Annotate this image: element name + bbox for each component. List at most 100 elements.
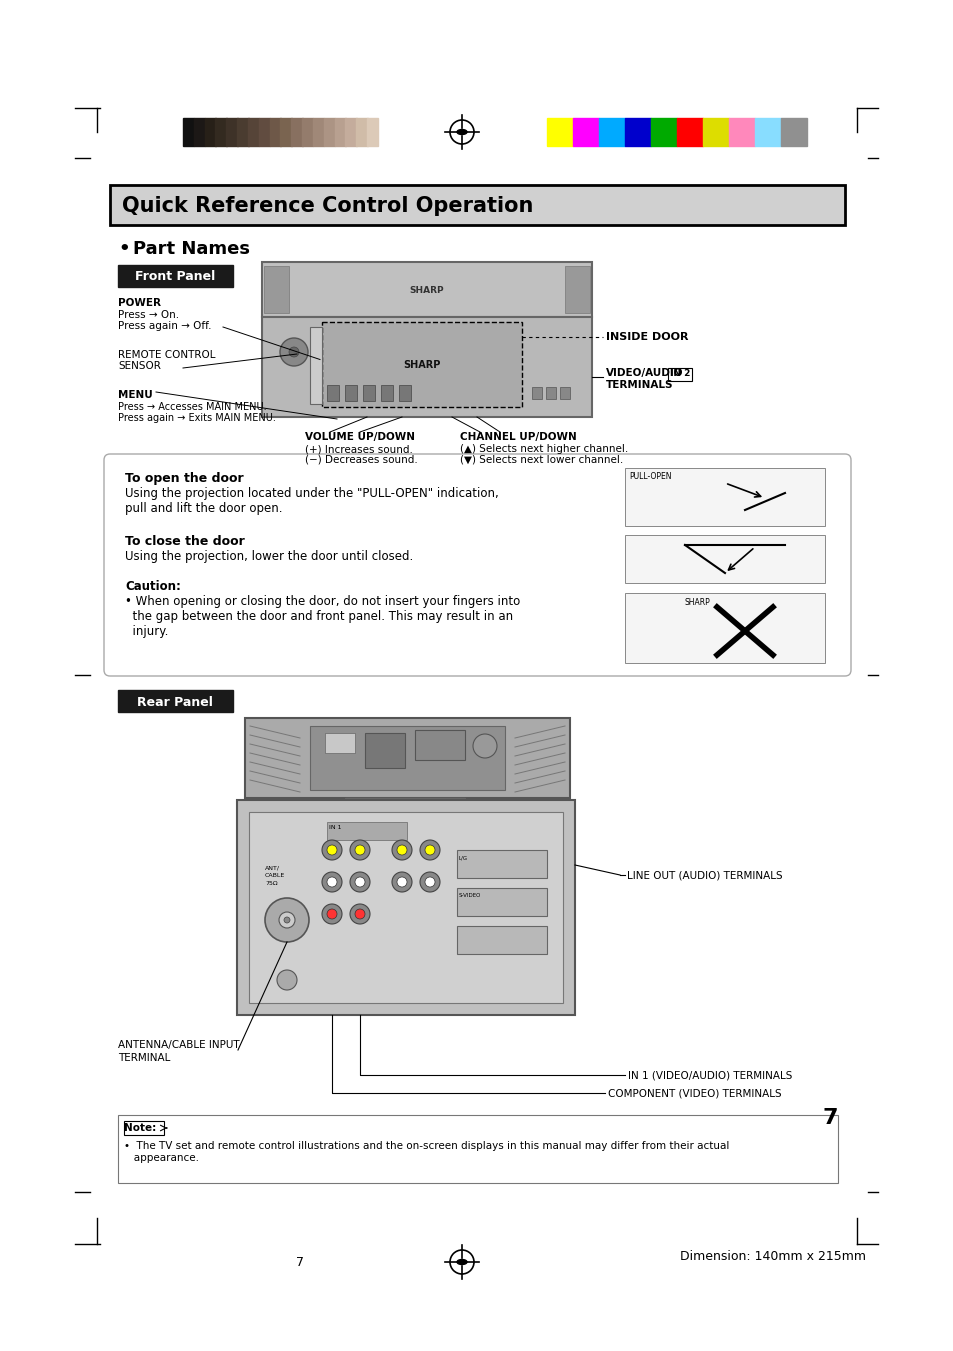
Text: TERMINALS: TERMINALS: [605, 380, 673, 390]
Bar: [702, 118, 729, 146]
Text: (−) Decreases sound.: (−) Decreases sound.: [305, 455, 417, 465]
Circle shape: [424, 844, 435, 855]
Circle shape: [396, 877, 407, 888]
Text: Press → Accesses MAIN MENU.: Press → Accesses MAIN MENU.: [118, 403, 266, 412]
Circle shape: [419, 840, 439, 861]
Bar: [249, 812, 562, 1002]
Bar: [118, 1115, 837, 1183]
Bar: [310, 725, 504, 790]
Bar: [781, 118, 806, 146]
Bar: [118, 690, 233, 712]
Circle shape: [327, 877, 336, 888]
Circle shape: [355, 877, 365, 888]
Bar: [367, 118, 378, 146]
Text: COMPONENT (VIDEO) TERMINALS: COMPONENT (VIDEO) TERMINALS: [607, 1088, 781, 1098]
Bar: [564, 266, 589, 313]
Bar: [624, 118, 651, 146]
FancyBboxPatch shape: [104, 454, 850, 676]
Bar: [322, 322, 521, 407]
Text: POWER: POWER: [118, 299, 161, 308]
Bar: [363, 385, 375, 401]
Text: Note:: Note:: [124, 1123, 156, 1133]
Circle shape: [276, 970, 296, 990]
Bar: [264, 266, 289, 313]
Bar: [532, 386, 541, 399]
Bar: [456, 850, 546, 878]
Circle shape: [396, 844, 407, 855]
Bar: [258, 118, 270, 146]
Text: Using the projection, lower the door until closed.: Using the projection, lower the door unt…: [125, 550, 413, 563]
Circle shape: [289, 347, 298, 357]
Text: LINE OUT (AUDIO) TERMINALS: LINE OUT (AUDIO) TERMINALS: [626, 870, 781, 880]
Text: Part Names: Part Names: [132, 240, 250, 258]
Text: • When opening or closing the door, do not insert your fingers into
  the gap be: • When opening or closing the door, do n…: [125, 594, 519, 638]
Text: S-VIDEO: S-VIDEO: [458, 893, 481, 898]
Circle shape: [280, 338, 308, 366]
Text: PULL-OPEN: PULL-OPEN: [628, 471, 671, 481]
Text: (+) Increases sound.: (+) Increases sound.: [305, 444, 413, 454]
Text: SENSOR: SENSOR: [118, 361, 161, 372]
Text: To close the door: To close the door: [125, 535, 245, 549]
Text: CHANNEL UP/DOWN: CHANNEL UP/DOWN: [459, 432, 577, 442]
Text: Using the projection located under the "PULL-OPEN" indication,
pull and lift the: Using the projection located under the "…: [125, 486, 498, 515]
Bar: [598, 118, 625, 146]
Bar: [335, 118, 346, 146]
Text: CABLE: CABLE: [265, 873, 285, 878]
Bar: [345, 798, 464, 813]
Bar: [262, 262, 592, 317]
Bar: [270, 118, 281, 146]
Bar: [365, 734, 405, 767]
Text: ANT/: ANT/: [265, 865, 280, 870]
Bar: [302, 118, 314, 146]
Ellipse shape: [456, 130, 467, 135]
Bar: [624, 467, 824, 526]
Text: MENU: MENU: [118, 390, 152, 400]
Text: Front Panel: Front Panel: [135, 270, 215, 284]
Bar: [456, 888, 546, 916]
Text: SHARP: SHARP: [409, 286, 444, 295]
Bar: [380, 385, 393, 401]
Bar: [398, 385, 411, 401]
Circle shape: [355, 844, 365, 855]
Circle shape: [322, 840, 341, 861]
Bar: [325, 734, 355, 753]
Circle shape: [350, 904, 370, 924]
Circle shape: [424, 877, 435, 888]
Text: TERMINAL: TERMINAL: [118, 1052, 171, 1063]
Bar: [118, 265, 233, 286]
Bar: [573, 118, 598, 146]
Circle shape: [392, 840, 412, 861]
Text: Caution:: Caution:: [125, 580, 181, 593]
Bar: [677, 118, 702, 146]
Bar: [110, 185, 844, 226]
Text: VOLUME UP/DOWN: VOLUME UP/DOWN: [305, 432, 415, 442]
Bar: [415, 730, 464, 761]
Text: IN 2: IN 2: [669, 369, 690, 378]
Text: REMOTE CONTROL: REMOTE CONTROL: [118, 350, 215, 359]
Text: VIDEO/AUDIO: VIDEO/AUDIO: [605, 367, 682, 378]
Bar: [667, 367, 691, 381]
Text: (▲) Selects next higher channel.: (▲) Selects next higher channel.: [459, 444, 628, 454]
Bar: [226, 118, 237, 146]
Text: L/G: L/G: [458, 855, 468, 861]
Circle shape: [350, 840, 370, 861]
Bar: [323, 118, 335, 146]
Bar: [291, 118, 302, 146]
Text: 7: 7: [295, 1255, 304, 1269]
Text: ANTENNA/CABLE INPUT: ANTENNA/CABLE INPUT: [118, 1040, 239, 1050]
Bar: [183, 118, 194, 146]
Bar: [215, 118, 227, 146]
Text: (▼) Selects next lower channel.: (▼) Selects next lower channel.: [459, 455, 622, 465]
Circle shape: [327, 909, 336, 919]
Text: Dimension: 140mm x 215mm: Dimension: 140mm x 215mm: [679, 1250, 865, 1262]
Text: Quick Reference Control Operation: Quick Reference Control Operation: [122, 196, 533, 216]
Circle shape: [284, 917, 290, 923]
Text: •: •: [118, 240, 130, 258]
Bar: [237, 118, 248, 146]
Text: SHARP: SHARP: [403, 361, 440, 370]
Bar: [728, 118, 755, 146]
Bar: [650, 118, 677, 146]
Text: To open the door: To open the door: [125, 471, 243, 485]
Bar: [327, 821, 407, 840]
Circle shape: [473, 734, 497, 758]
